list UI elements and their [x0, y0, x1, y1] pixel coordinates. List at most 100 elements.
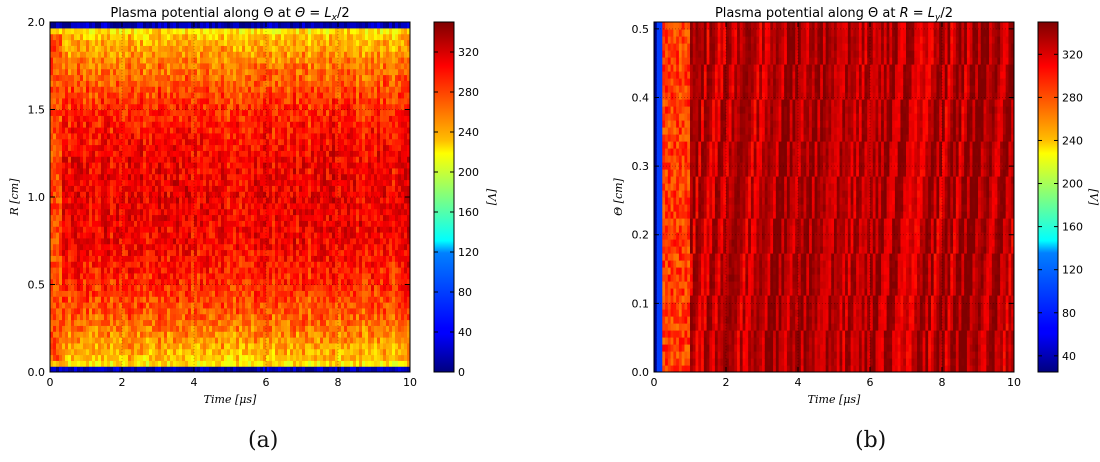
heatmap-cell: [152, 162, 156, 169]
heatmap-cell: [152, 39, 156, 46]
heatmap-cell: [161, 167, 165, 175]
heatmap-cell: [155, 51, 159, 58]
heatmap-cell: [140, 144, 144, 151]
heatmap-cell: [113, 68, 117, 76]
heatmap-cell: [137, 290, 141, 297]
heatmap-cell: [233, 325, 237, 332]
heatmap-cell: [161, 220, 165, 227]
heatmap-cell: [131, 74, 135, 81]
heatmap-cell: [260, 214, 264, 221]
heatmap-cell: [71, 115, 75, 122]
heatmap-cell: [227, 290, 231, 297]
heatmap-cell: [161, 272, 165, 280]
heatmap-cell: [95, 296, 99, 303]
heatmap-cell: [119, 80, 123, 87]
heatmap-cell: [245, 296, 249, 303]
heatmap-cell: [278, 255, 282, 262]
heatmap-cell: [71, 86, 75, 93]
heatmap-cell: [95, 197, 99, 204]
heatmap-cell: [95, 319, 99, 326]
heatmap-cell: [119, 86, 123, 93]
heatmap-cell: [200, 191, 204, 198]
heatmap-cell: [287, 243, 291, 251]
heatmap-cell: [191, 302, 195, 309]
heatmap-cell: [242, 144, 246, 151]
heatmap-cell: [125, 150, 129, 157]
heatmap-cell: [101, 179, 105, 186]
heatmap-cell: [254, 86, 258, 93]
heatmap-cell: [293, 342, 297, 350]
heatmap-cell: [92, 80, 96, 87]
heatmap-cell: [242, 33, 246, 41]
heatmap-cell: [65, 51, 69, 58]
heatmap-cell: [227, 27, 231, 35]
heatmap-cell: [65, 33, 69, 41]
heatmap-cell: [110, 57, 114, 64]
heatmap-cell: [218, 290, 222, 297]
heatmap-cell: [281, 342, 285, 350]
heatmap-cell: [248, 232, 252, 239]
heatmap-cell: [167, 127, 171, 134]
heatmap-cell: [161, 360, 165, 367]
heatmap-cell: [140, 179, 144, 186]
heatmap-cell: [155, 232, 159, 239]
heatmap-cell: [86, 243, 90, 251]
heatmap-cell: [224, 74, 228, 81]
heatmap-cell: [284, 121, 288, 128]
heatmap-cell: [104, 302, 108, 309]
heatmap-cell: [89, 342, 93, 350]
heatmap-cell: [209, 243, 213, 251]
heatmap-cell: [251, 208, 255, 216]
heatmap-cell: [161, 62, 165, 70]
heatmap-cell: [191, 33, 195, 41]
heatmap-cell: [71, 255, 75, 262]
heatmap-cell: [293, 267, 297, 274]
heatmap-cell: [158, 232, 162, 239]
heatmap-cell: [191, 197, 195, 204]
heatmap-cell: [164, 74, 168, 81]
heatmap-cell: [176, 296, 180, 303]
heatmap-cell: [107, 97, 111, 105]
heatmap-cell: [194, 68, 198, 76]
heatmap-cell: [212, 27, 216, 35]
heatmap-cell: [80, 232, 84, 239]
heatmap-cell: [80, 173, 84, 181]
heatmap-cell: [50, 261, 54, 268]
heatmap-cell: [137, 249, 141, 256]
heatmap-cell: [116, 45, 120, 52]
heatmap-cell: [290, 208, 294, 216]
heatmap-cell: [56, 220, 60, 227]
heatmap-cell: [101, 366, 105, 372]
heatmap-cell: [161, 249, 165, 256]
heatmap-cell: [95, 290, 99, 297]
heatmap-cell: [185, 150, 189, 157]
heatmap-cell: [140, 185, 144, 192]
heatmap-cell: [296, 261, 300, 268]
heatmap-cell: [227, 162, 231, 169]
heatmap-cell: [239, 185, 243, 192]
heatmap-cell: [83, 86, 87, 93]
heatmap-cell: [110, 342, 114, 350]
heatmap-cell: [158, 313, 162, 321]
heatmap-cell: [152, 150, 156, 157]
heatmap-cell: [176, 51, 180, 58]
heatmap-cell: [194, 197, 198, 204]
heatmap-cell: [98, 92, 102, 99]
heatmap-cell: [95, 39, 99, 46]
heatmap-cell: [248, 109, 252, 116]
heatmap-cell: [56, 249, 60, 256]
heatmap-cell: [59, 313, 63, 321]
heatmap-cell: [185, 267, 189, 274]
heatmap-cell: [173, 103, 177, 111]
heatmap-cell: [215, 214, 219, 221]
heatmap-cell: [263, 319, 267, 326]
heatmap-cell: [107, 307, 111, 315]
heatmap-cell: [107, 150, 111, 157]
heatmap-cell: [146, 261, 150, 268]
heatmap-cell: [167, 232, 171, 239]
heatmap-cell: [260, 97, 264, 105]
heatmap-cell: [215, 255, 219, 262]
heatmap-cell: [239, 325, 243, 332]
heatmap-cell: [194, 97, 198, 105]
heatmap-cell: [257, 115, 261, 122]
